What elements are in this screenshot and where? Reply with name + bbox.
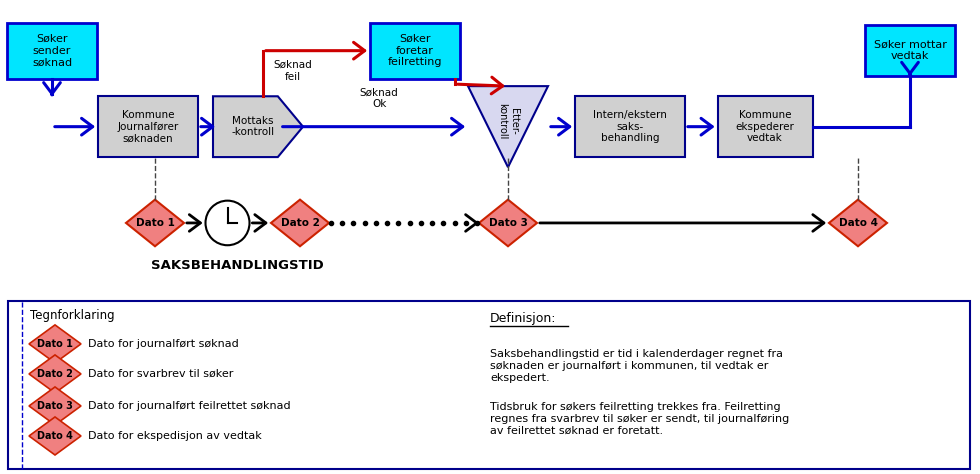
FancyBboxPatch shape [98,96,198,157]
Text: Dato for journalført søknad: Dato for journalført søknad [88,339,239,349]
FancyBboxPatch shape [717,96,812,157]
Text: Dato 3: Dato 3 [37,401,73,411]
Polygon shape [468,86,548,167]
Circle shape [206,201,250,245]
Text: Kommune
Journalfører
søknaden: Kommune Journalfører søknaden [118,110,178,143]
Text: Dato for svarbrev til søker: Dato for svarbrev til søker [88,369,233,379]
Text: Dato 3: Dato 3 [489,218,527,228]
Polygon shape [479,200,537,246]
Text: Dato 2: Dato 2 [280,218,319,228]
Text: Kommune
ekspederer
vedtak: Kommune ekspederer vedtak [736,110,795,143]
Text: Søker
sender
søknad: Søker sender søknad [32,34,73,67]
Polygon shape [271,200,329,246]
Text: SAKSBEHANDLINGSTID: SAKSBEHANDLINGSTID [151,259,323,272]
Text: Intern/ekstern
saks-
behandling: Intern/ekstern saks- behandling [593,110,667,143]
Text: Søker mottar
vedtak: Søker mottar vedtak [873,40,947,62]
Polygon shape [126,200,184,246]
FancyBboxPatch shape [370,23,460,79]
Polygon shape [829,200,887,246]
Text: Dato for journalført feilrettet søknad: Dato for journalført feilrettet søknad [88,401,291,411]
Text: Definisjon:: Definisjon: [490,312,557,325]
Text: Tidsbruk for søkers feilretting trekkes fra. Feilretting
regnes fra svarbrev til: Tidsbruk for søkers feilretting trekkes … [490,402,789,436]
Text: Tegnforklaring: Tegnforklaring [30,310,115,322]
Text: Etter-
kontroll: Etter- kontroll [497,103,518,140]
Text: Dato for ekspedisjon av vedtak: Dato for ekspedisjon av vedtak [88,431,262,441]
Polygon shape [29,355,81,393]
Text: Søknad
Ok: Søknad Ok [360,88,399,109]
Text: Mottaks
-kontroll: Mottaks -kontroll [231,116,274,137]
Polygon shape [29,387,81,425]
Text: Dato 4: Dato 4 [839,218,877,228]
Text: Saksbehandlingstid er tid i kalenderdager regnet fra
søknaden er journalført i k: Saksbehandlingstid er tid i kalenderdage… [490,349,783,383]
Polygon shape [29,417,81,455]
FancyBboxPatch shape [575,96,685,157]
Text: Søknad
feil: Søknad feil [273,60,313,82]
Text: Dato 4: Dato 4 [37,431,73,441]
Polygon shape [29,325,81,363]
Text: Dato 1: Dato 1 [135,218,174,228]
FancyBboxPatch shape [865,25,955,76]
Text: Søker
foretar
feilretting: Søker foretar feilretting [388,34,442,67]
Text: Dato 2: Dato 2 [37,369,73,379]
FancyBboxPatch shape [8,301,970,469]
FancyBboxPatch shape [7,23,97,79]
Text: Dato 1: Dato 1 [37,339,73,349]
Polygon shape [213,96,303,157]
